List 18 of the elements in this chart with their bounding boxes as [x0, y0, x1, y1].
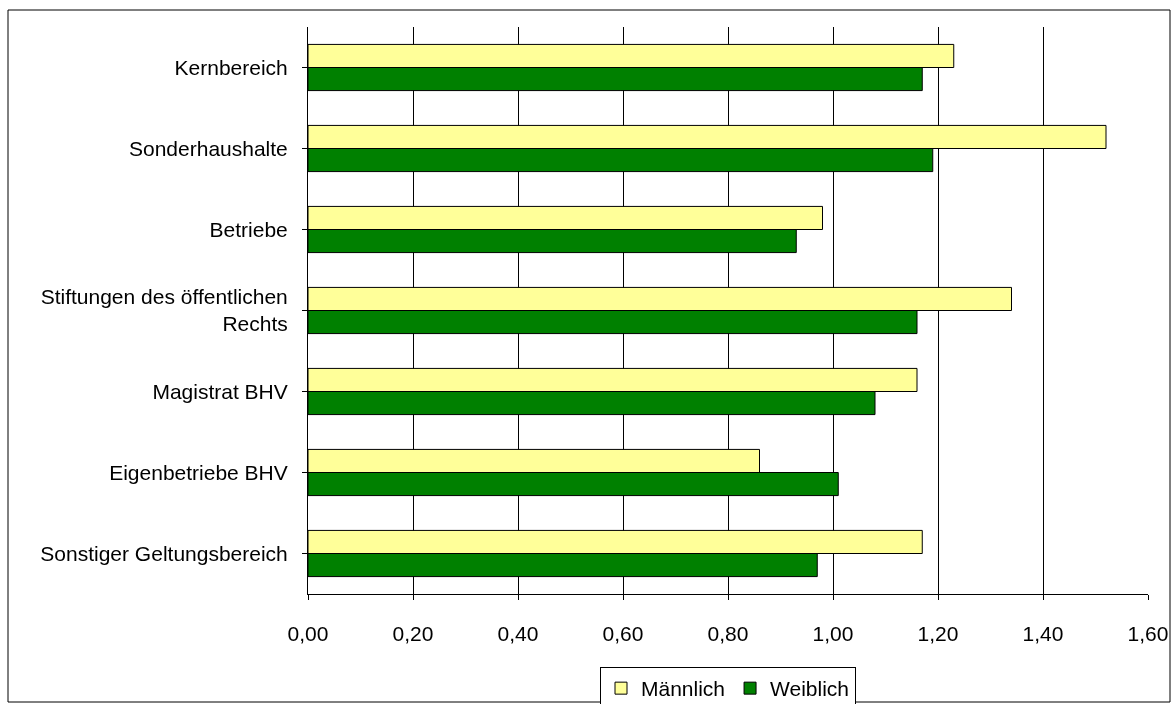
x-tick-label: 0,60: [602, 622, 644, 646]
y-tick-label: Stiftungen des öffentlichen Rechts: [40, 285, 288, 336]
x-tick-label: 1,20: [917, 622, 959, 646]
y-tick-label: Eigenbetriebe BHV: [109, 460, 288, 484]
x-tick-label: 1,40: [1022, 622, 1064, 646]
x-tick-label: 0,20: [392, 622, 434, 646]
legend-label: Männlich: [641, 677, 726, 701]
x-tick-label: 1,00: [812, 622, 854, 646]
y-tick-label: Betriebe: [209, 217, 288, 241]
y-tick-label: Sonderhaushalte: [129, 136, 288, 160]
y-tick-label: Sonstiger Geltungsbereich: [40, 541, 288, 565]
x-tick-label: 0,40: [497, 622, 539, 646]
y-tick-label: Kernbereich: [174, 55, 288, 79]
x-tick-label: 0,00: [287, 622, 329, 646]
y-tick-label: Magistrat BHV: [152, 379, 288, 403]
x-tick-label: 0,80: [707, 622, 749, 646]
x-tick-label: 1,60: [1127, 622, 1169, 646]
legend-label: Weiblich: [770, 677, 850, 701]
